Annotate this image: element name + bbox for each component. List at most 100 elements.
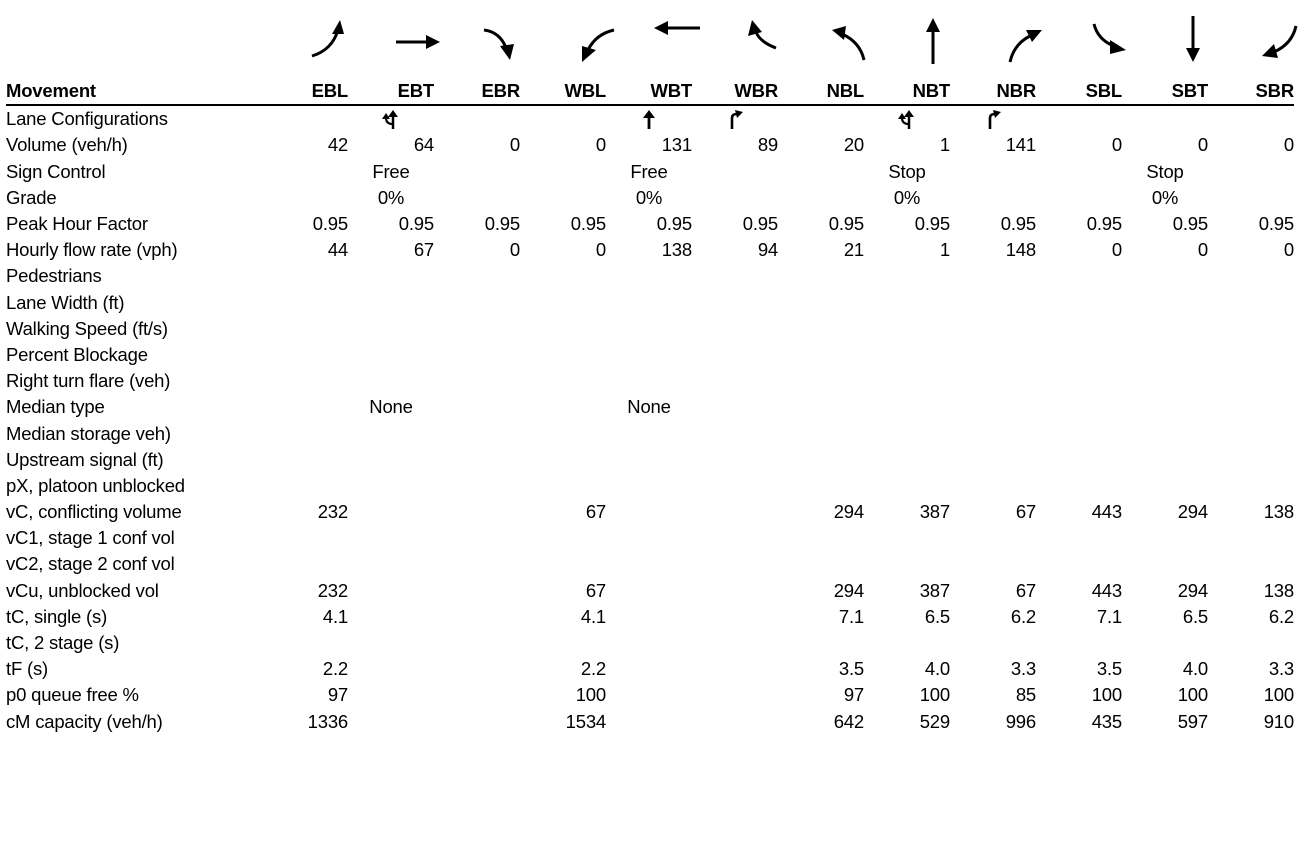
table-cell [864, 290, 950, 316]
row-label: tC, 2 stage (s) [6, 632, 120, 654]
table-cell [950, 473, 1036, 499]
table-cell [606, 342, 692, 368]
table-row: Median type None None [6, 394, 1294, 420]
table-cell [348, 499, 434, 525]
table-cell: 0.95 [742, 213, 778, 235]
table-cell [434, 185, 520, 211]
table-cell [434, 656, 520, 682]
table-row: vC, conflicting volume 232 67 294 387 67 443 29… [6, 499, 1294, 525]
lane-config-cell [864, 105, 950, 132]
table-cell: Free [372, 160, 410, 182]
table-cell [606, 290, 692, 316]
row-label: pX, platoon unblocked [6, 474, 185, 496]
table-cell: 67 [1015, 501, 1036, 523]
table-cell [950, 185, 1036, 211]
movement-header-sbl: SBL [1085, 80, 1123, 102]
table-cell [520, 263, 606, 289]
table-row: tC, 2 stage (s) [6, 630, 1294, 656]
row-label: Peak Hour Factor [6, 213, 148, 235]
southbound-right-arrow-icon [1250, 12, 1304, 70]
table-cell [692, 578, 778, 604]
table-cell [1122, 525, 1208, 551]
table-cell: 1336 [307, 710, 349, 732]
table-cell: 0 [595, 134, 606, 156]
table-row: vCu, unblocked vol 232 67 294 387 67 443 294 138 [6, 578, 1294, 604]
table-row: Sign Control Free Free Stop Stop [6, 159, 1294, 185]
table-cell [950, 316, 1036, 342]
table-cell: None [627, 396, 671, 418]
table-cell [1036, 551, 1122, 577]
table-cell [692, 185, 778, 211]
row-label: Median type [6, 396, 105, 418]
table-cell: 3.3 [1010, 658, 1036, 680]
table-cell: 443 [1091, 579, 1122, 601]
table-cell: 97 [843, 684, 864, 706]
table-cell [778, 185, 864, 211]
lane-config-cell [348, 105, 434, 132]
table-cell: 1534 [565, 710, 607, 732]
table-cell [692, 656, 778, 682]
movement-header-ebr: EBR [481, 80, 521, 102]
table-cell [1036, 473, 1122, 499]
table-cell [778, 551, 864, 577]
table-cell [1122, 447, 1208, 473]
table-cell [692, 263, 778, 289]
table-cell [434, 420, 520, 446]
table-cell: 0 [1111, 239, 1122, 261]
table-row: pX, platoon unblocked [6, 473, 1294, 499]
table-cell [434, 159, 520, 185]
table-cell [286, 368, 348, 394]
table-cell: 0.95 [1258, 213, 1294, 235]
table-cell [286, 630, 348, 656]
table-cell [778, 159, 864, 185]
table-cell: 294 [1177, 501, 1208, 523]
table-cell: 67 [413, 239, 434, 261]
table-cell [434, 290, 520, 316]
table-cell [434, 263, 520, 289]
table-cell: 100 [1263, 684, 1294, 706]
table-cell [950, 342, 1036, 368]
table-cell [286, 394, 348, 420]
table-cell: 387 [919, 579, 950, 601]
table-cell: 0 [1111, 134, 1122, 156]
northbound-through-arrow-icon [906, 12, 960, 70]
table-cell: 7.1 [838, 605, 864, 627]
westbound-left-arrow-icon [568, 12, 622, 70]
table-cell [950, 420, 1036, 446]
table-cell: Free [630, 160, 668, 182]
table-cell [348, 342, 434, 368]
table-cell [348, 656, 434, 682]
table-cell [864, 368, 950, 394]
table-cell [606, 551, 692, 577]
row-label: Volume (veh/h) [6, 134, 128, 156]
table-cell [348, 420, 434, 446]
lane-config-cell [1208, 105, 1294, 132]
table-cell [286, 185, 348, 211]
table-cell [778, 420, 864, 446]
table-cell: Stop [888, 160, 926, 182]
table-cell [1036, 525, 1122, 551]
table-cell: 0.95 [484, 213, 520, 235]
table-cell: 67 [585, 579, 606, 601]
row-label: vC, conflicting volume [6, 501, 182, 523]
table-cell: 4.1 [580, 605, 606, 627]
table-cell [348, 604, 434, 630]
through-left-lane-icon [898, 110, 916, 130]
table-cell [606, 682, 692, 708]
table-cell [520, 185, 606, 211]
movement-header-nbr: NBR [996, 80, 1037, 102]
table-cell [778, 342, 864, 368]
table-cell [606, 630, 692, 656]
table-row: Right turn flare (veh) [6, 368, 1294, 394]
table-cell [1122, 368, 1208, 394]
table-cell [1036, 316, 1122, 342]
row-label: Sign Control [6, 160, 106, 182]
table-cell: 85 [1015, 684, 1036, 706]
table-cell: 3.5 [838, 658, 864, 680]
table-cell [1208, 551, 1294, 577]
table-cell: 1 [939, 134, 950, 156]
right-lane-icon [726, 110, 744, 130]
table-cell [606, 578, 692, 604]
movement-header-sbt: SBT [1171, 80, 1209, 102]
table-cell [348, 368, 434, 394]
